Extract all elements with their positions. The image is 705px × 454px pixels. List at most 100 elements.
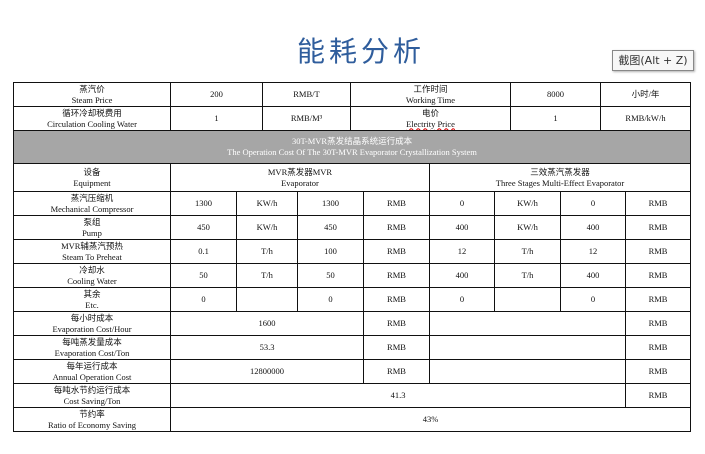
three-effect-cost bbox=[429, 359, 626, 384]
value-cell: 12 bbox=[560, 239, 626, 264]
cost-table: 30T-MVR蒸发结晶系统运行成本 The Operation Cost Of T… bbox=[12, 130, 692, 432]
label-en: Steam Price bbox=[71, 94, 113, 105]
value-cell: 400 bbox=[560, 263, 626, 288]
label-cell: 冷却水 Cooling Water bbox=[13, 263, 171, 288]
label-en: Cost Saving/Ton bbox=[63, 395, 121, 406]
label-en: Cooling Water bbox=[67, 275, 117, 286]
saving-row: 每吨水节约运行成本 Cost Saving/Ton 41.3 RMB bbox=[13, 383, 692, 408]
section-title-en: The Operation Cost Of The 30T-MVR Evapor… bbox=[227, 147, 477, 157]
unit-cell: RMB/T bbox=[262, 82, 351, 107]
value-cell: 400 bbox=[429, 263, 495, 288]
mvr-cost: 1600 bbox=[170, 311, 364, 336]
label-zh: 每小时成本 bbox=[70, 312, 114, 323]
ratio-value: 43% bbox=[169, 407, 692, 432]
label-zh: 循环冷却税费用 bbox=[62, 107, 122, 118]
label-cell: 每吨水节约运行成本 Cost Saving/Ton bbox=[13, 383, 171, 408]
value-cell: KW/h bbox=[494, 215, 561, 240]
label-en: Ratio of Economy Saving bbox=[47, 419, 137, 430]
value-cell: 200 bbox=[170, 82, 263, 107]
value-cell: 1300 bbox=[170, 191, 237, 216]
saving-value: 41.3 bbox=[170, 383, 626, 408]
label-en: Circulation Cooling Water bbox=[47, 118, 137, 129]
label-cell: 电价 Electrity Price bbox=[350, 106, 511, 131]
three-effect-cost bbox=[429, 335, 626, 360]
label-en: Working Time bbox=[405, 94, 456, 105]
value-cell bbox=[236, 287, 298, 312]
value-cell: 0 bbox=[560, 191, 626, 216]
unit-cell: RMB bbox=[363, 359, 430, 384]
label-en: Steam To Preheat bbox=[62, 251, 122, 262]
equipment-header: 设备 Equipment bbox=[13, 163, 171, 192]
column-header-row: 设备 Equipment MVR蒸发器MVR Evaporator 三效蒸汽蒸发器 T… bbox=[13, 163, 692, 192]
value-cell: 100 bbox=[297, 239, 364, 264]
label-cell: 蒸汽价 Steam Price bbox=[13, 82, 171, 107]
table-row: 泵组 Pump 450 KW/h 450 RMB 400 KW/h 400 RMB bbox=[13, 215, 692, 240]
label-cell: 每小时成本 Evaporation Cost/Hour bbox=[13, 311, 171, 336]
label-zh: 泵组 bbox=[83, 216, 101, 227]
label-en: Pump bbox=[82, 227, 102, 238]
value-cell: RMB bbox=[624, 287, 692, 312]
value-cell: 0 bbox=[429, 191, 495, 216]
label-zh: MVR辅蒸汽预热 bbox=[61, 240, 123, 251]
value-cell: 50 bbox=[297, 263, 364, 288]
unit-cell: RMB/M³ bbox=[262, 106, 351, 131]
value-cell: KW/h bbox=[236, 191, 298, 216]
value-cell: 1 bbox=[510, 106, 601, 131]
value-cell: 400 bbox=[429, 215, 495, 240]
label-en: Annual Operation Cost bbox=[52, 371, 132, 382]
label-cell: 蒸汽压缩机 Mechanical Compressor bbox=[13, 191, 171, 216]
header-zh: 三效蒸汽蒸发器 bbox=[530, 166, 590, 177]
value-cell: RMB bbox=[363, 263, 430, 288]
value-cell: 8000 bbox=[510, 82, 601, 107]
cost-row: 每吨蒸发量成本 Evaporation Cost/Ton 53.3 RMB RMB bbox=[13, 335, 692, 360]
value-cell: 450 bbox=[170, 215, 237, 240]
cost-row: 每年运行成本 Annual Operation Cost 12800000 RMB RM… bbox=[13, 359, 692, 384]
three-effect-header: 三效蒸汽蒸发器 Three Stages Multi-Effect Evapora… bbox=[428, 163, 692, 192]
label-en: Evaporation Cost/Hour bbox=[52, 323, 132, 334]
header-en: Equipment bbox=[73, 177, 111, 188]
label-zh: 蒸汽价 bbox=[79, 83, 105, 94]
value-cell: 12 bbox=[429, 239, 495, 264]
table-row: 其余 Etc. 0 0 RMB 0 0 RMB bbox=[13, 287, 692, 312]
value-cell bbox=[494, 287, 561, 312]
label-zh: 节约率 bbox=[79, 408, 105, 419]
label-en: Etc. bbox=[85, 299, 99, 310]
unit-cell: 小时/年 bbox=[600, 82, 691, 107]
mvr-cost: 12800000 bbox=[170, 359, 364, 384]
label-cell: MVR辅蒸汽预热 Steam To Preheat bbox=[13, 239, 171, 264]
value-cell: RMB bbox=[624, 239, 692, 264]
cost-row: 每小时成本 Evaporation Cost/Hour 1600 RMB RMB bbox=[13, 311, 692, 336]
value-cell: 0 bbox=[560, 287, 626, 312]
label-en: Evaporation Cost/Ton bbox=[54, 347, 130, 358]
parameters-table: 蒸汽价 Steam Price 200 RMB/T 工作时间 Working Tim… bbox=[13, 82, 691, 131]
table-row: MVR辅蒸汽预热 Steam To Preheat 0.1 T/h 100 RMB 12 T/… bbox=[13, 239, 692, 264]
value-cell: 0.1 bbox=[170, 239, 237, 264]
label-zh: 每吨蒸发量成本 bbox=[62, 336, 122, 347]
header-zh: 设备 bbox=[83, 166, 101, 177]
label-cell: 节约率 Ratio of Economy Saving bbox=[13, 407, 171, 432]
page-title: 能耗分析 bbox=[296, 35, 425, 68]
label-cell: 其余 Etc. bbox=[13, 287, 171, 312]
value-cell: 50 bbox=[170, 263, 237, 288]
mvr-header: MVR蒸发器MVR Evaporator bbox=[170, 163, 430, 192]
label-en: Electrity Price bbox=[406, 118, 455, 129]
value-cell: RMB bbox=[624, 191, 692, 216]
label-cell: 工作时间 Working Time bbox=[350, 82, 511, 107]
label-zh: 电价 bbox=[421, 107, 439, 118]
section-header: 30T-MVR蒸发结晶系统运行成本 The Operation Cost Of T… bbox=[12, 130, 692, 164]
section-header-row: 30T-MVR蒸发结晶系统运行成本 The Operation Cost Of T… bbox=[12, 130, 692, 164]
value-cell: KW/h bbox=[494, 191, 561, 216]
value-cell: RMB bbox=[363, 239, 430, 264]
value-cell: 1300 bbox=[297, 191, 364, 216]
three-effect-cost bbox=[429, 311, 626, 336]
label-en: Mechanical Compressor bbox=[50, 203, 134, 214]
header-en: Evaporator bbox=[281, 177, 319, 188]
value-cell: 0 bbox=[170, 287, 237, 312]
label-cell: 每年运行成本 Annual Operation Cost bbox=[13, 359, 171, 384]
label-zh: 蒸汽压缩机 bbox=[70, 192, 114, 203]
unit-cell: RMB bbox=[624, 335, 692, 360]
label-cell: 循环冷却税费用 Circulation Cooling Water bbox=[13, 106, 171, 131]
value-cell: KW/h bbox=[236, 215, 298, 240]
table-row: 蒸汽价 Steam Price 200 RMB/T 工作时间 Working Tim… bbox=[13, 82, 691, 107]
label-zh: 每吨水节约运行成本 bbox=[53, 384, 131, 395]
